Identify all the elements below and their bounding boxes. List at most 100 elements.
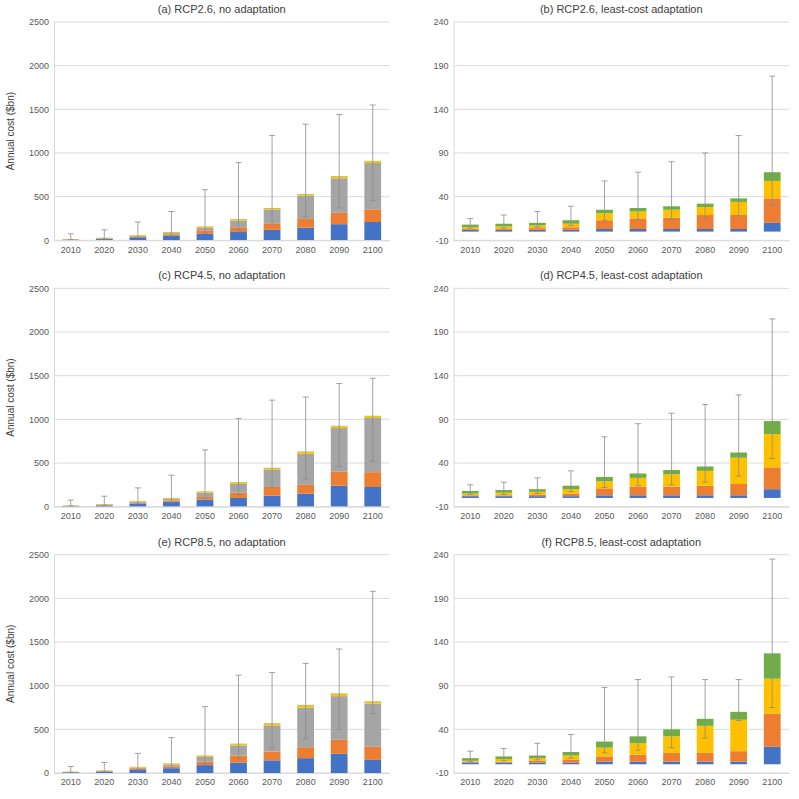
tick: 40 [438, 192, 453, 202]
tick-label: 190 [433, 61, 448, 71]
tick: 2500 [29, 550, 54, 560]
tick: 2030 [527, 773, 547, 787]
tick-label: 2070 [662, 245, 682, 255]
title: (c) RCP4.5, no adaptation [158, 269, 285, 281]
y-axis: -104090140190240 [433, 17, 454, 245]
tick-label: 190 [433, 594, 448, 604]
axis-title: Annual cost ($bn) [5, 92, 16, 170]
tick: 190 [433, 594, 453, 604]
error-bar [269, 400, 275, 487]
tick-label: -10 [435, 768, 448, 778]
tick: 2080 [296, 773, 316, 787]
tick: 240 [433, 17, 453, 27]
series [462, 714, 781, 763]
tick-label: 2050 [594, 245, 614, 255]
tick-label: -10 [435, 236, 448, 246]
tick-label: 2010 [61, 511, 81, 521]
tick: 1000 [29, 148, 54, 158]
series [62, 416, 381, 505]
grid-line [54, 109, 390, 110]
tick: 1000 [29, 681, 54, 691]
series [62, 694, 381, 772]
error-bar [534, 212, 540, 228]
x-axis: 2010202020302040205020602070208020902100 [454, 240, 790, 254]
tick-label: 2040 [561, 777, 581, 787]
bar [197, 234, 214, 241]
error-bars [467, 76, 775, 228]
bar [630, 495, 647, 498]
tick-label: 1500 [29, 637, 49, 647]
tick: 2000 [29, 594, 54, 604]
error-bar [769, 76, 775, 205]
axis-line [54, 555, 55, 773]
tick: 2090 [729, 773, 749, 787]
grid-line [454, 288, 790, 289]
error-bar [501, 215, 507, 228]
tick-label: 2090 [329, 511, 349, 521]
tick-label: 2070 [262, 511, 282, 521]
bar [663, 487, 680, 496]
tick-label: 0 [44, 236, 49, 246]
error-bar [736, 680, 742, 721]
panel: 0500100015002000250020102020203020402050… [5, 3, 390, 255]
tick-label: 2050 [195, 777, 215, 787]
tick-label: 90 [438, 681, 448, 691]
bar [563, 763, 580, 765]
tick-label: 2010 [460, 511, 480, 521]
tick: 0 [44, 768, 54, 778]
series [62, 163, 381, 239]
tick-label: 2070 [662, 511, 682, 521]
tick: 2070 [262, 507, 282, 521]
bar [529, 761, 546, 763]
tick: 2010 [460, 773, 480, 787]
bar [663, 229, 680, 232]
tick: 2040 [161, 507, 181, 521]
bar [129, 770, 146, 773]
tick-label: 2030 [527, 777, 547, 787]
series [462, 198, 781, 229]
grid-line [54, 554, 390, 555]
series [62, 472, 381, 506]
tick-label: 2010 [61, 245, 81, 255]
tick-label: 500 [34, 458, 49, 468]
tick: 2070 [262, 240, 282, 254]
bar [264, 752, 281, 761]
bar [529, 496, 546, 498]
bar [264, 496, 281, 507]
bar [764, 714, 781, 747]
tick: 2100 [363, 773, 383, 787]
tick-label: 2500 [29, 550, 49, 560]
tick-label: 2080 [296, 777, 316, 787]
bar [596, 762, 613, 765]
tick-label: 2090 [729, 245, 749, 255]
bar [697, 495, 714, 498]
tick-label: 2090 [729, 511, 749, 521]
tick-label: 2050 [594, 511, 614, 521]
tick-label: 2040 [161, 511, 181, 521]
grid-line [454, 506, 790, 507]
tick-label: 2030 [128, 511, 148, 521]
bar [331, 740, 348, 754]
bar [563, 496, 580, 498]
bar [630, 219, 647, 229]
bar [529, 230, 546, 232]
error-bars [68, 378, 376, 506]
tick: 90 [438, 681, 453, 691]
error-bar [702, 680, 708, 739]
title: (f) RCP8.5, least-cost adaptation [541, 536, 701, 548]
grid-line [454, 240, 790, 241]
bar [764, 467, 781, 489]
tick: 2030 [527, 240, 547, 254]
bar [331, 213, 348, 224]
bar [596, 756, 613, 761]
tick-label: 2100 [363, 245, 383, 255]
error-bar [68, 234, 74, 240]
error-bar [601, 181, 607, 220]
tick: 2000 [29, 61, 54, 71]
series [62, 416, 381, 506]
tick-label: 190 [433, 327, 448, 337]
tick-label: 240 [433, 284, 448, 294]
y-axis: -104090140190240 [433, 550, 454, 778]
error-bar [669, 162, 675, 220]
bar [197, 765, 214, 773]
